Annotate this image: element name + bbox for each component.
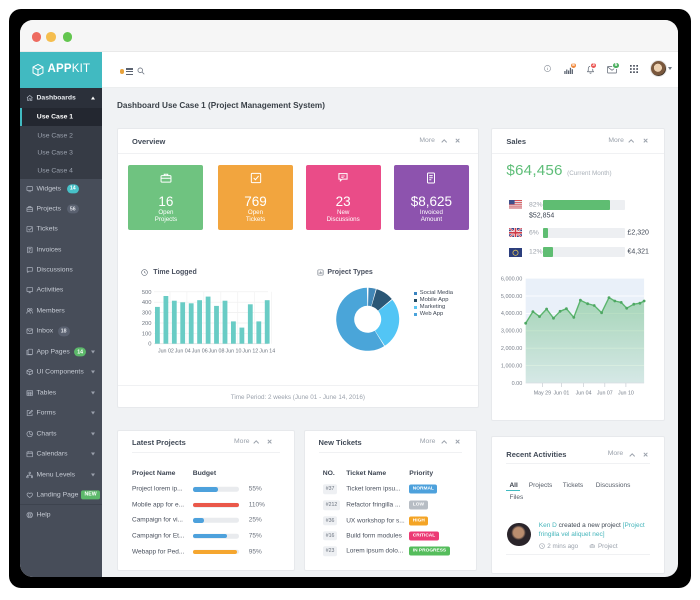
svg-text:200: 200 [142,321,152,327]
svg-text:300: 300 [142,311,152,317]
svg-text:6,000.00: 6,000.00 [501,276,522,282]
svg-text:4,000.00: 4,000.00 [501,311,522,317]
svg-text:Jun 04: Jun 04 [576,390,592,396]
svg-text:Jun 06: Jun 06 [192,349,208,355]
svg-text:3,000.00: 3,000.00 [501,329,522,335]
svg-text:500: 500 [142,290,152,296]
svg-text:Jun 01: Jun 01 [554,390,570,396]
svg-text:Jun 07: Jun 07 [597,390,613,396]
svg-text:5,000.00: 5,000.00 [501,294,522,300]
svg-text:100: 100 [142,331,152,337]
svg-text:Jun 14: Jun 14 [259,349,275,355]
svg-text:Jun 02: Jun 02 [158,349,174,355]
svg-text:Jun 08: Jun 08 [209,349,225,355]
svg-text:Jun 04: Jun 04 [175,349,191,355]
svg-text:400: 400 [142,300,152,306]
svg-text:May 29: May 29 [534,390,551,396]
svg-text:0: 0 [148,342,151,348]
svg-text:2,000.00: 2,000.00 [501,346,522,352]
svg-text:Jun 12: Jun 12 [242,349,258,355]
svg-text:Jun 10: Jun 10 [226,349,242,355]
svg-text:0.00: 0.00 [512,381,523,387]
svg-text:Jun 10: Jun 10 [618,390,634,396]
svg-text:1,000.00: 1,000.00 [501,363,522,369]
